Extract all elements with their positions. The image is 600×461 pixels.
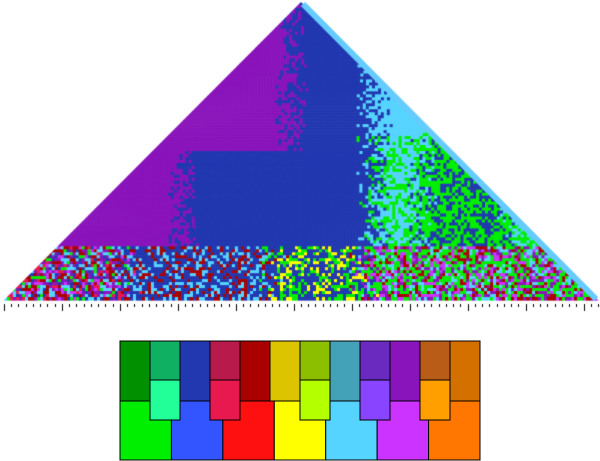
legend-minor-g <box>329 340 361 402</box>
legend-major-Csharp <box>149 379 181 421</box>
legend-minor-f <box>269 340 301 402</box>
legend-major-Ab <box>359 379 391 421</box>
legend-major-Eb <box>209 379 241 421</box>
legend-major-Fsharp <box>299 379 331 421</box>
legend-minor-e <box>239 340 271 402</box>
legend-minor-b <box>449 340 481 402</box>
legend-minor-d <box>179 340 211 402</box>
legend-minor-a <box>389 340 421 402</box>
legend-minor-c <box>119 340 151 402</box>
legend-major-Bb <box>419 379 451 421</box>
legend-major-G <box>325 400 378 461</box>
